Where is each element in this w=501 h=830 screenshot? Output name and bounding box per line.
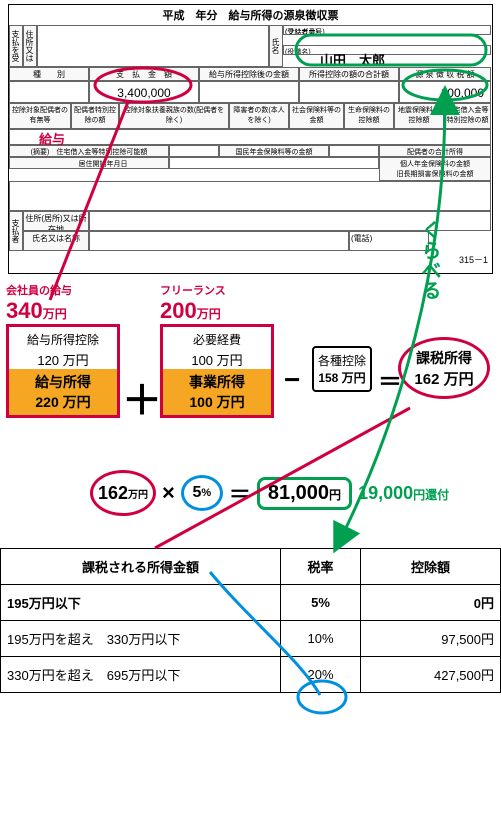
formula-a: 162 [98,483,128,504]
row2-range: 330万円を超え 695万円以下 [1,657,281,693]
addr-label: 住所又は居所 [23,25,37,67]
row1-range: 195万円を超え 330万円以下 [1,621,281,657]
formula-a-circle: 162万円 [90,470,156,516]
refund-text: 19,000円還付 [358,483,449,504]
formula-b-circle: 5% [181,475,223,511]
summary-label-2: 国民年金保険料等の金額 [219,145,329,157]
box2-bot: 事業所得 [189,374,245,390]
row2-deduct: 427,500円 [361,657,501,693]
th-deduct: 控除額 [361,549,501,585]
row2-rate: 20% [281,657,361,693]
name2-label: 氏名又は名称 [23,231,89,251]
compare-label: くらべる [415,220,444,300]
name-value: 山田 太郎 [319,49,491,67]
th-range: 課税される所得金額 [1,549,281,585]
mid-cell-3: 控除対象扶養親族の数(配偶者を除く) [119,103,229,129]
payer-label: 支払を受ける者 [9,25,23,67]
summary-v3 [169,157,379,169]
refund-amt: 19,000 [358,483,413,503]
pay-amount-value: 3,400,000 [89,81,199,103]
lower-grid [9,181,491,211]
th-rate: 税率 [281,549,361,585]
summary-label-3: 配偶者の合計所得 [379,145,491,157]
tax-income-circle: 課税所得 162 万円 [398,337,490,399]
name2-value [89,231,349,251]
deduction-box: 各種控除 158 万円 [312,346,372,392]
deduct-sum-value [299,81,399,103]
summary-label-4: 居住開始年月日 [9,157,169,169]
formula-result-unit: 円 [329,488,341,502]
mid-cell-6: 生命保険料の控除額 [344,103,394,129]
form-title: 平成 年分 給与所得の源泉徴収票 [9,5,492,25]
formula-b-unit: % [201,487,211,499]
summary-v2 [329,145,379,157]
row0-range: 195万円以下 [1,585,281,621]
box1-bot: 給与所得 [35,374,91,390]
name-col-label: 氏名 [269,25,283,67]
minus-icon: − [284,364,300,396]
kana-label: (フリガナ) [283,25,491,35]
business-box: 必要経費 100 万円 事業所得 100 万円 [160,324,274,418]
box2-top: 必要経費 [163,327,271,350]
withholding-value: 100,000 [399,81,491,103]
mid-cell-8: 住宅借入金等特別控除の額 [444,103,491,129]
table-row: 195万円以下 5% 0円 [1,585,501,621]
mid-cell-4: 障害者の数(本人を除く) [229,103,289,129]
box1-topv: 120 万円 [9,350,117,369]
payer2-label: 支払者 [9,211,23,251]
box2-topv: 100 万円 [163,350,271,369]
free-label: フリーランス [160,282,274,298]
table-row: 330万円を超え 695万円以下 20% 427,500円 [1,657,501,693]
type-value [9,81,89,103]
row0-deduct: 0円 [361,585,501,621]
free-amt: 200 [160,298,197,323]
emp-label: 会社員の給与 [6,282,120,298]
refund-unit: 円還付 [413,488,449,502]
summary-label-5: 個人年金保険料の金額旧長期損害保険料の金額 [379,157,491,181]
after-deduct-value [199,81,299,103]
summary-label: (摘要) 住宅借入金等特別控除可能額 [9,145,169,157]
row1-rate: 10% [281,621,361,657]
addr2-label: 住所(居所)又は所在地 [23,211,89,231]
emp-unit: 万円 [43,307,67,321]
type-header: 種 別 [9,67,89,81]
calculation-area: 会社員の給与 340万円 給与所得控除 120 万円 給与所得220 万円 ＋ … [0,282,501,442]
equals-icon-2: ＝ [229,477,251,509]
salary-box: 給与所得控除 120 万円 給与所得 220 万円 [6,324,120,418]
payer-addr-value [37,25,269,67]
tax-income-lbl: 課税所得 [416,348,472,368]
table-row: 195万円を超え 330万円以下 10% 97,500円 [1,621,501,657]
formula-a-unit: 万円 [128,486,148,501]
mid-cell-7: 地震保険料の控除額 [394,103,444,129]
box1-top: 給与所得控除 [9,327,117,350]
withholding-header: 源 泉 徴 収 税 額 [399,67,491,81]
pay-amt-header: 支 払 金 額 [89,67,199,81]
form-code: 315－1 [459,253,488,266]
emp-amt: 340 [6,298,43,323]
deduct-lbl: 各種控除 [317,352,367,369]
times-icon: × [162,480,175,506]
plus-icon: ＋ [122,368,162,426]
after-deduct-header: 給与所得控除後の金額 [199,67,299,81]
mid-cell-1: 控除対象配偶者の有無等 [9,103,71,129]
formula-b: 5 [193,484,202,502]
mid-cell-5: 社会保険料等の金額 [289,103,344,129]
mid-cell-2: 配偶者特別控除の額 [71,103,119,129]
box1-botv: 220 万円 [35,394,90,410]
row1-deduct: 97,500円 [361,621,501,657]
formula-result: 81,000 [268,482,329,504]
summary-v1 [169,145,219,157]
deduct-sum-header: 所得控除の額の合計額 [299,67,399,81]
result-box: 81,000円 [257,477,352,510]
row0-rate: 5% [281,585,361,621]
formula-row: 162万円 × 5% ＝ 81,000円 19,000円還付 [0,452,501,542]
box2-botv: 100 万円 [189,394,244,410]
deduct-v: 158 万円 [317,369,367,386]
free-unit: 万円 [197,307,221,321]
tax-rate-table: 課税される所得金額 税率 控除額 195万円以下 5% 0円 195万円を超え … [0,548,501,693]
mid-row-2 [9,129,491,145]
tax-income-v: 162 万円 [414,368,473,389]
